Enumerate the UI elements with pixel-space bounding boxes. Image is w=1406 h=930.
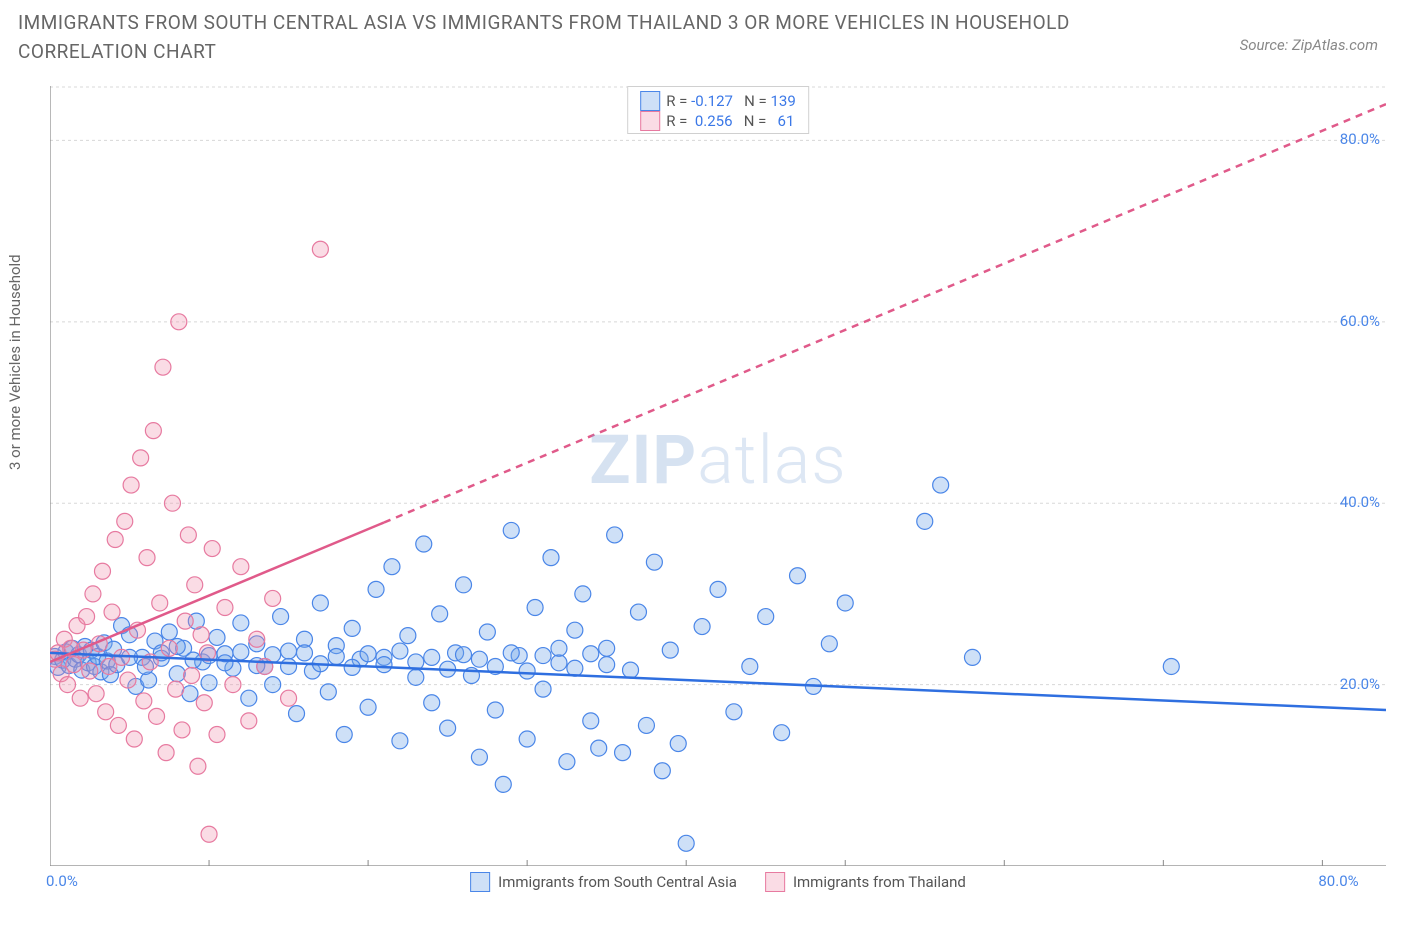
legend-swatch <box>640 91 660 111</box>
source-attribution: Source: ZipAtlas.com <box>1240 36 1378 54</box>
chart-container: IMMIGRANTS FROM SOUTH CENTRAL ASIA VS IM… <box>0 0 1406 930</box>
legend-label: Immigrants from Thailand <box>793 873 966 891</box>
y-tick-label: 40.0% <box>1340 493 1380 511</box>
correlation-legend-box: R = -0.127 N = 139 R = 0.256 N = 61 <box>627 86 809 134</box>
y-tick-label: 20.0% <box>1340 675 1380 693</box>
legend-row: R = 0.256 N = 61 <box>640 111 796 131</box>
y-tick-label: 80.0% <box>1340 130 1380 148</box>
chart-title: IMMIGRANTS FROM SOUTH CENTRAL ASIA VS IM… <box>18 8 1118 67</box>
legend-swatch <box>640 111 660 131</box>
plot-area: R = -0.127 N = 139R = 0.256 N = 61 ZIPat… <box>50 86 1386 866</box>
legend-stats: R = 0.256 N = 61 <box>666 112 794 130</box>
bottom-legend-item: Immigrants from South Central Asia <box>470 872 737 892</box>
y-axis-label: 3 or more Vehicles in Household <box>6 254 24 470</box>
bottom-legend-item: Immigrants from Thailand <box>765 872 966 892</box>
legend-swatch <box>765 872 785 892</box>
legend-row: R = -0.127 N = 139 <box>640 91 796 111</box>
legend-stats: R = -0.127 N = 139 <box>666 92 796 110</box>
series-legend: Immigrants from South Central Asia Immigr… <box>470 872 966 892</box>
legend-swatch <box>470 872 490 892</box>
y-tick-label: 60.0% <box>1340 312 1380 330</box>
x-tick-label: 80.0% <box>1318 872 1358 890</box>
scatter-svg <box>50 86 1386 866</box>
x-tick-label: 0.0% <box>46 872 78 890</box>
legend-label: Immigrants from South Central Asia <box>498 873 737 891</box>
